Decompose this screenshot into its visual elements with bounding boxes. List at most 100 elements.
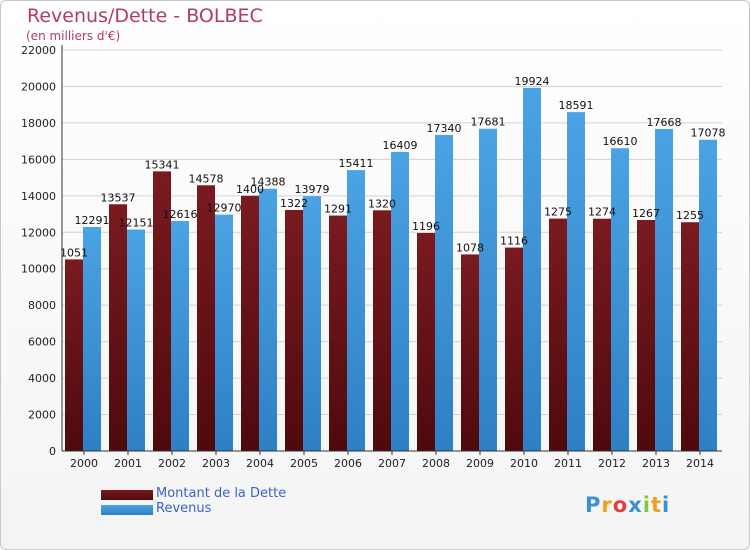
logo-letter: i bbox=[662, 493, 671, 517]
bar-debt-2007 bbox=[373, 210, 391, 451]
x-tick-label-2005: 2005 bbox=[290, 457, 318, 470]
bar-debt-2008 bbox=[417, 232, 435, 451]
bar-debt-2013 bbox=[637, 219, 655, 451]
data-label-debt-2002: 15341 bbox=[145, 158, 180, 171]
x-tick-label-2004: 2004 bbox=[246, 457, 274, 470]
bars-layer bbox=[65, 87, 717, 452]
y-tick-label: 10000 bbox=[21, 263, 56, 276]
x-tick-label-2002: 2002 bbox=[158, 457, 186, 470]
data-label-debt-2001: 13537 bbox=[101, 191, 136, 204]
bar-debt-2000 bbox=[65, 259, 83, 451]
bar-revenue-2014 bbox=[699, 139, 717, 451]
data-label-debt-2006: 1291 bbox=[324, 203, 352, 216]
data-label-revenue-2011: 18591 bbox=[559, 99, 594, 112]
bar-revenue-2009 bbox=[479, 128, 497, 451]
x-tick-label-2001: 2001 bbox=[114, 457, 142, 470]
logo-letter: t bbox=[650, 493, 662, 517]
x-tick-label-2000: 2000 bbox=[70, 457, 98, 470]
data-label-revenue-2001: 12151 bbox=[119, 217, 154, 230]
y-tick-label: 6000 bbox=[28, 336, 56, 349]
y-tick-label: 22000 bbox=[21, 44, 56, 57]
data-label-revenue-2006: 15411 bbox=[339, 157, 374, 170]
proxiti-logo: Proxiti bbox=[585, 493, 670, 517]
x-tick-label-2006: 2006 bbox=[334, 457, 362, 470]
x-tick-label-2007: 2007 bbox=[378, 457, 406, 470]
bar-debt-2004 bbox=[241, 195, 259, 451]
y-tick-label: 14000 bbox=[21, 190, 56, 203]
bar-debt-2009 bbox=[461, 254, 479, 451]
bar-revenue-2007 bbox=[391, 151, 409, 451]
logo-letter: i bbox=[642, 493, 651, 517]
bar-debt-2012 bbox=[593, 218, 611, 451]
data-label-revenue-2014: 17078 bbox=[691, 127, 726, 140]
y-tick-label: 4000 bbox=[28, 372, 56, 385]
legend-swatch-revenue bbox=[101, 505, 153, 515]
y-tick-label: 2000 bbox=[28, 409, 56, 422]
bar-revenue-2004 bbox=[259, 188, 277, 451]
bar-debt-2010 bbox=[505, 247, 523, 451]
data-label-debt-2014: 1255 bbox=[676, 209, 704, 222]
data-label-revenue-2010: 19924 bbox=[515, 75, 550, 88]
data-label-revenue-2013: 17668 bbox=[647, 116, 682, 129]
x-tick-label-2003: 2003 bbox=[202, 457, 230, 470]
chart-subtitle: (en milliers d'€) bbox=[26, 29, 121, 43]
bar-revenue-2011 bbox=[567, 112, 585, 451]
bar-revenue-2005 bbox=[303, 196, 321, 451]
bar-revenue-2001 bbox=[127, 229, 145, 451]
data-label-debt-2012: 1274 bbox=[588, 206, 616, 219]
data-label-debt-2004: 1400 bbox=[236, 183, 264, 196]
data-label-revenue-2003: 12970 bbox=[207, 202, 242, 215]
bar-revenue-2002 bbox=[171, 221, 189, 451]
data-label-debt-2005: 1322 bbox=[280, 197, 308, 210]
data-label-debt-2011: 1275 bbox=[544, 206, 572, 219]
y-tick-label: 18000 bbox=[21, 117, 56, 130]
bar-debt-2006 bbox=[329, 215, 347, 451]
data-label-debt-2008: 1196 bbox=[412, 220, 440, 233]
data-label-revenue-2008: 17340 bbox=[427, 122, 462, 135]
logo-letter: o bbox=[612, 493, 629, 517]
logo-letter: r bbox=[601, 493, 613, 517]
legend-label-debt: Montant de la Dette bbox=[156, 486, 287, 501]
data-label-revenue-2000: 12291 bbox=[75, 214, 110, 227]
bar-debt-2003 bbox=[197, 185, 215, 451]
bar-debt-2002 bbox=[153, 171, 171, 451]
data-label-revenue-2012: 16610 bbox=[603, 135, 638, 148]
data-label-revenue-2009: 17681 bbox=[471, 116, 506, 129]
x-tick-label-2014: 2014 bbox=[686, 457, 714, 470]
data-label-debt-2013: 1267 bbox=[632, 207, 660, 220]
bar-revenue-2006 bbox=[347, 170, 365, 452]
y-tick-label: 0 bbox=[49, 445, 56, 458]
data-label-revenue-2002: 12616 bbox=[163, 208, 198, 221]
bar-debt-2014 bbox=[681, 222, 699, 451]
y-tick-label: 16000 bbox=[21, 153, 56, 166]
bar-debt-2001 bbox=[109, 204, 127, 451]
logo-letter: P bbox=[585, 493, 602, 517]
bar-debt-2011 bbox=[549, 218, 567, 451]
bar-revenue-2008 bbox=[435, 134, 453, 451]
bar-revenue-2010 bbox=[523, 87, 541, 452]
data-label-debt-2000: 1051 bbox=[60, 246, 88, 259]
logo-letter: x bbox=[628, 493, 643, 517]
data-label-debt-2010: 1116 bbox=[500, 235, 528, 248]
y-tick-label: 20000 bbox=[21, 80, 56, 93]
bar-revenue-2003 bbox=[215, 214, 233, 451]
bar-revenue-2012 bbox=[611, 148, 629, 451]
data-label-revenue-2005: 13979 bbox=[295, 183, 330, 196]
data-label-debt-2003: 14578 bbox=[189, 172, 224, 185]
data-label-revenue-2007: 16409 bbox=[383, 139, 418, 152]
x-tick-label-2012: 2012 bbox=[598, 457, 626, 470]
x-tick-label-2010: 2010 bbox=[510, 457, 538, 470]
y-tick-label: 12000 bbox=[21, 226, 56, 239]
data-label-debt-2007: 1320 bbox=[368, 197, 396, 210]
bar-debt-2005 bbox=[285, 209, 303, 451]
labels-layer: 1051 12291 13537 12151 15341 12616 14578 12970 1… bbox=[60, 75, 726, 260]
y-tick-label: 8000 bbox=[28, 299, 56, 312]
legend-label-revenue: Revenus bbox=[156, 501, 212, 516]
chart-title: Revenus/Dette - BOLBEC bbox=[27, 5, 263, 27]
data-label-debt-2009: 1078 bbox=[456, 241, 484, 254]
x-tick-label-2011: 2011 bbox=[554, 457, 582, 470]
bar-revenue-2000 bbox=[83, 226, 101, 451]
axis-layer: 0 2000 4000 6000 8000 10000 12000 14000 16000 180… bbox=[21, 44, 722, 470]
x-tick-label-2008: 2008 bbox=[422, 457, 450, 470]
